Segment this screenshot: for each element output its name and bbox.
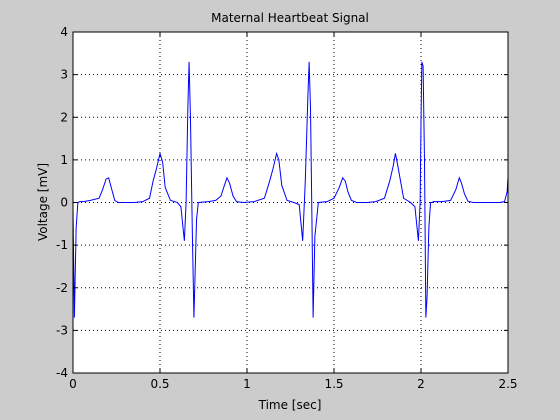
x-tick-label: 1 bbox=[243, 377, 251, 391]
y-tick-label: 1 bbox=[60, 153, 68, 167]
y-tick-labels: -4 -3 -2 -1 0 1 2 3 4 bbox=[56, 25, 68, 380]
y-tick-label: -4 bbox=[56, 366, 68, 380]
y-tick-label: 3 bbox=[60, 68, 68, 82]
y-tick-label: -3 bbox=[56, 323, 68, 337]
series-group bbox=[72, 61, 509, 318]
signal-line bbox=[72, 61, 509, 318]
y-tick-label: 4 bbox=[60, 25, 68, 39]
x-tick-label: 0.5 bbox=[150, 377, 169, 391]
x-tick-label: 2.5 bbox=[498, 377, 517, 391]
y-tick-label: 0 bbox=[60, 196, 68, 210]
x-axis-label: Time [sec] bbox=[258, 398, 322, 412]
x-tick-label: 0 bbox=[69, 377, 77, 391]
x-tick-labels: 0 0.5 1 1.5 2 2.5 bbox=[69, 377, 517, 391]
grid bbox=[73, 32, 508, 373]
y-tick-label: 2 bbox=[60, 110, 68, 124]
x-tick-label: 1.5 bbox=[324, 377, 343, 391]
x-tick-label: 2 bbox=[417, 377, 425, 391]
y-axis-label: Voltage [mV] bbox=[36, 163, 50, 241]
chart-title: Maternal Heartbeat Signal bbox=[211, 11, 369, 25]
y-tick-label: -1 bbox=[56, 238, 68, 252]
y-tick-label: -2 bbox=[56, 281, 68, 295]
tick-marks bbox=[72, 31, 509, 374]
